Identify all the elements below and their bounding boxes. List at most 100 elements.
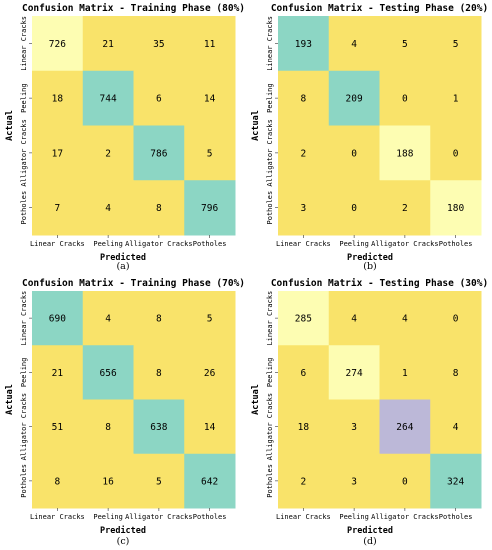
cell-value-label: 4 bbox=[351, 39, 357, 50]
cell-value-label: 5 bbox=[207, 314, 213, 325]
cell-value-label: 0 bbox=[351, 148, 357, 159]
confusion-matrix-panel-1: Confusion Matrix - Training Phase (80%) 7… bbox=[5, 3, 245, 272]
cell-value-label: 5 bbox=[156, 476, 162, 487]
cell-value-label: 4 bbox=[402, 314, 408, 325]
x-tick-label: Peeling bbox=[339, 240, 369, 248]
x-axis-label: Predicted bbox=[347, 525, 393, 536]
cell-value-label: 6 bbox=[156, 94, 162, 105]
y-tick-label: Potholes bbox=[20, 464, 28, 498]
heatmap-cell bbox=[32, 180, 84, 236]
heatmap-cell bbox=[184, 345, 236, 400]
heatmap-cell bbox=[184, 70, 236, 126]
x-tick-label: Linear Cracks bbox=[276, 513, 331, 521]
heatmap-cell bbox=[184, 291, 236, 346]
heatmap-cell bbox=[82, 70, 134, 126]
heatmap-cell bbox=[379, 125, 431, 181]
heatmap-cell bbox=[328, 345, 380, 400]
heatmap-cell bbox=[184, 399, 236, 455]
heatmap-cell bbox=[32, 16, 84, 72]
cell-value-label: 264 bbox=[396, 422, 413, 433]
cell-value-label: 796 bbox=[201, 203, 218, 214]
heatmap-cell bbox=[278, 399, 330, 455]
cell-value-label: 2 bbox=[402, 203, 408, 214]
cell-value-label: 0 bbox=[453, 314, 459, 325]
y-tick-label: Linear Cracks bbox=[20, 291, 28, 346]
confusion-matrix-panel-3: Confusion Matrix - Training Phase (70%) 6… bbox=[5, 278, 245, 547]
heatmap-cell bbox=[184, 16, 236, 72]
y-axis-label: Actual bbox=[251, 110, 261, 141]
heatmap-cell bbox=[278, 70, 330, 126]
heatmap-cell bbox=[82, 453, 134, 509]
heatmap-cell bbox=[328, 291, 380, 346]
x-tick-label: Peeling bbox=[339, 513, 369, 521]
heatmap-cell bbox=[133, 345, 185, 400]
heatmap-cell bbox=[430, 70, 482, 126]
heatmap-cell bbox=[430, 345, 482, 400]
heatmap-cell bbox=[184, 180, 236, 236]
heatmap-cell bbox=[278, 291, 330, 346]
heatmap-cell bbox=[328, 180, 380, 236]
x-axis-label: Predicted bbox=[100, 525, 146, 536]
heatmap-cell bbox=[82, 399, 134, 455]
cell-value-label: 4 bbox=[453, 422, 459, 433]
x-tick-label: Alligator Cracks bbox=[125, 240, 192, 248]
x-tick-label: Alligator Cracks bbox=[371, 513, 438, 521]
heatmap-cell bbox=[32, 399, 84, 455]
x-tick-label: Linear Cracks bbox=[30, 513, 85, 521]
cell-value-label: 5 bbox=[453, 39, 459, 50]
heatmap-cell bbox=[133, 16, 185, 72]
heatmap-cell bbox=[82, 125, 134, 181]
y-tick-label: Alligator Cracks bbox=[266, 393, 274, 460]
cell-value-label: 0 bbox=[351, 203, 357, 214]
heatmap-cell bbox=[133, 125, 185, 181]
heatmap-cell bbox=[278, 345, 330, 400]
cell-value-label: 656 bbox=[100, 368, 117, 379]
heatmap-cell bbox=[82, 345, 134, 400]
x-tick-label: Potholes bbox=[439, 513, 473, 521]
heatmap-cell bbox=[430, 125, 482, 181]
chart-title: Confusion Matrix - Training Phase (70%) bbox=[22, 278, 245, 289]
cell-value-label: 0 bbox=[453, 148, 459, 159]
x-tick-label: Potholes bbox=[193, 513, 227, 521]
panel-caption: (c) bbox=[117, 536, 130, 547]
heatmap-cell bbox=[133, 399, 185, 455]
cell-value-label: 180 bbox=[447, 203, 464, 214]
heatmap-cell bbox=[184, 125, 236, 181]
heatmap-cell bbox=[133, 180, 185, 236]
heatmap-cell bbox=[430, 399, 482, 455]
cell-value-label: 7 bbox=[55, 203, 61, 214]
cell-value-label: 690 bbox=[49, 314, 66, 325]
y-axis-label: Actual bbox=[251, 384, 261, 415]
chart-title: Confusion Matrix - Training Phase (80%) bbox=[22, 3, 245, 14]
cell-value-label: 6 bbox=[301, 368, 307, 379]
cell-value-label: 8 bbox=[156, 314, 162, 325]
cell-value-label: 285 bbox=[295, 314, 312, 325]
heatmap-cell bbox=[430, 453, 482, 509]
y-tick-label: Potholes bbox=[20, 191, 28, 225]
cell-value-label: 8 bbox=[55, 476, 61, 487]
heatmap-cell bbox=[32, 70, 84, 126]
heatmap-cell bbox=[328, 453, 380, 509]
y-tick-label: Potholes bbox=[266, 191, 274, 225]
y-tick-label: Peeling bbox=[20, 83, 28, 113]
heatmap-cell bbox=[379, 399, 431, 455]
y-tick-label: Peeling bbox=[266, 358, 274, 388]
cell-value-label: 274 bbox=[346, 368, 363, 379]
cell-value-label: 11 bbox=[204, 39, 216, 50]
y-tick-label: Alligator Cracks bbox=[20, 119, 28, 186]
x-axis-label: Predicted bbox=[100, 252, 146, 263]
heatmap-cell bbox=[133, 70, 185, 126]
cell-value-label: 35 bbox=[153, 39, 164, 50]
cell-value-label: 8 bbox=[453, 368, 459, 379]
heatmap-cell bbox=[32, 291, 84, 346]
x-tick-label: Potholes bbox=[439, 240, 473, 248]
y-tick-label: Linear Cracks bbox=[20, 16, 28, 71]
chart-title: Confusion Matrix - Testing Phase (30%) bbox=[271, 278, 488, 289]
x-tick-label: Alligator Cracks bbox=[125, 513, 192, 521]
cell-value-label: 5 bbox=[207, 148, 213, 159]
heatmap-cell bbox=[430, 180, 482, 236]
chart-title: Confusion Matrix - Testing Phase (20%) bbox=[271, 3, 488, 14]
heatmap-cell bbox=[133, 453, 185, 509]
cell-value-label: 642 bbox=[201, 476, 218, 487]
cell-value-label: 1 bbox=[402, 368, 408, 379]
